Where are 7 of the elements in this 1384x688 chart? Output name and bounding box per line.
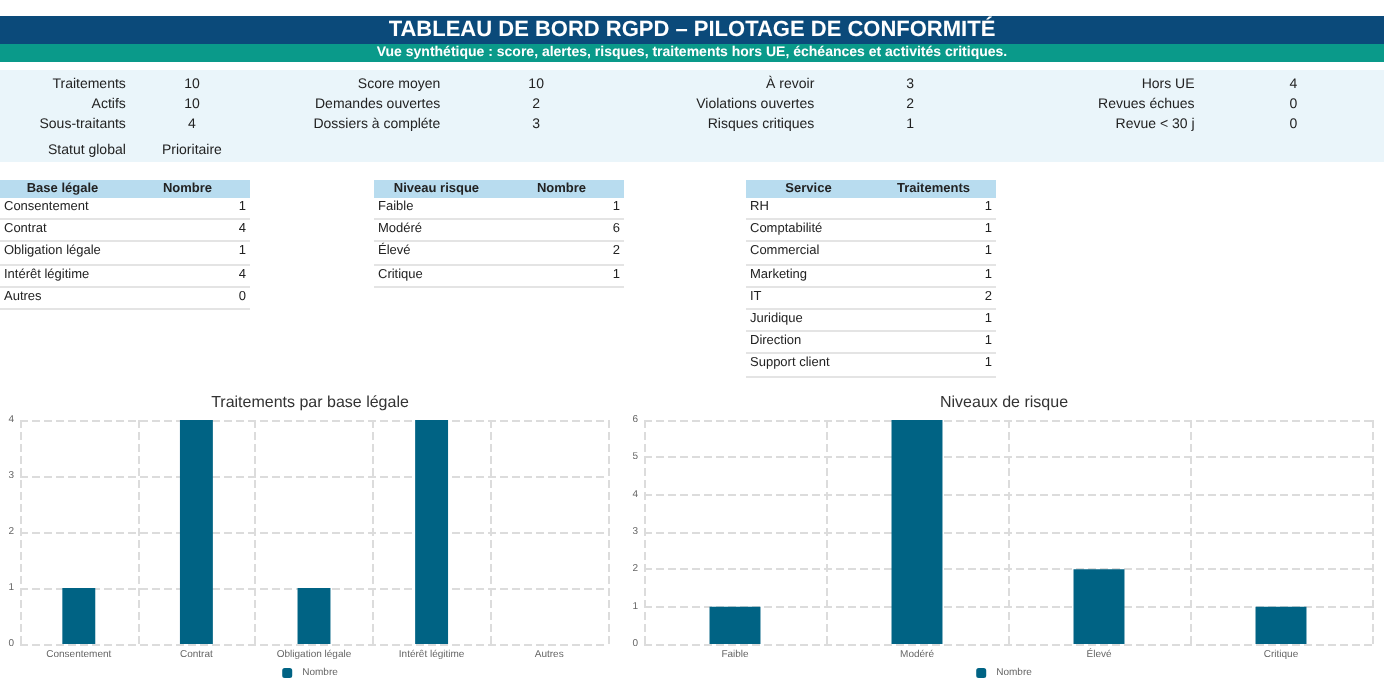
chart-title: Niveaux de risque [939, 393, 1070, 411]
bar [1255, 606, 1307, 644]
bar [891, 420, 943, 644]
bar [709, 606, 761, 644]
text: TABLEAU DE BORD RGPD – PILOTAGE DE CONFORMITÉ [0, 16, 1384, 44]
chart-title: Traitements par base légale [211, 393, 410, 411]
bar [1073, 569, 1125, 644]
